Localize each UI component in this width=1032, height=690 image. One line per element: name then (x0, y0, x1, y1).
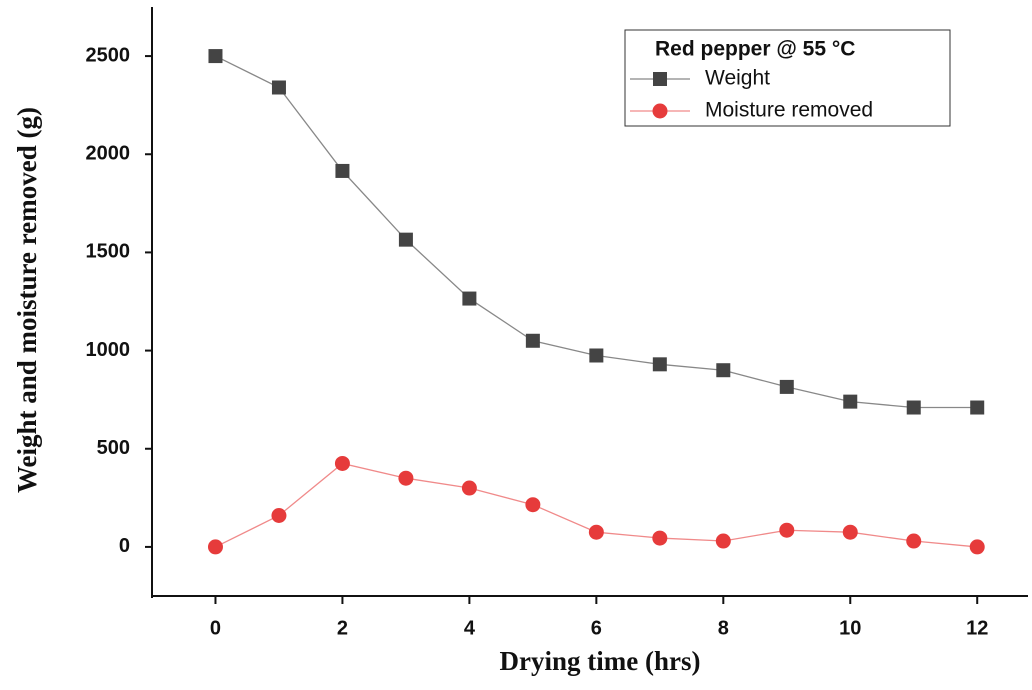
marker (461, 480, 477, 496)
y-tick-label: 0 (119, 535, 130, 557)
marker (906, 400, 921, 415)
y-tick-label: 500 (97, 437, 130, 459)
marker (779, 522, 795, 538)
y-tick-label: 1500 (86, 241, 131, 263)
marker (779, 379, 794, 394)
legend-box (624, 29, 951, 127)
y-axis-title: Weight and moisture removed (g) (12, 107, 42, 493)
y-tick-label: 2500 (86, 44, 131, 66)
y-tick-label: 1000 (86, 339, 131, 361)
marker (715, 533, 731, 549)
marker (335, 163, 350, 178)
y-tick-label: 2000 (86, 143, 131, 165)
marker (334, 455, 350, 471)
marker (842, 524, 858, 540)
marker (398, 470, 414, 486)
marker (207, 539, 223, 555)
x-tick-label: 2 (337, 617, 348, 639)
marker (716, 363, 731, 378)
marker (525, 497, 541, 513)
marker (969, 539, 985, 555)
x-tick-label: 10 (839, 617, 861, 639)
marker (271, 80, 286, 95)
legend-title: Red pepper @ 55 °C (655, 38, 855, 61)
x-tick-label: 4 (464, 617, 476, 639)
x-tick-label: 12 (966, 617, 988, 639)
marker (589, 348, 604, 363)
x-axis-title: Drying time (hrs) (500, 646, 701, 676)
legend-label: Weight (705, 67, 770, 90)
marker (843, 394, 858, 409)
marker (398, 232, 413, 247)
x-tick-label: 0 (210, 617, 221, 639)
marker (653, 72, 667, 86)
marker (652, 103, 668, 119)
marker (525, 333, 540, 348)
marker (652, 530, 668, 546)
marker (652, 357, 667, 372)
legend-label: Moisture removed (705, 99, 873, 122)
x-tick-label: 8 (718, 617, 729, 639)
marker (970, 400, 985, 415)
marker (271, 508, 287, 524)
marker (208, 49, 223, 64)
x-tick-label: 6 (591, 617, 602, 639)
marker (906, 533, 922, 549)
marker (462, 291, 477, 306)
marker (588, 524, 604, 540)
